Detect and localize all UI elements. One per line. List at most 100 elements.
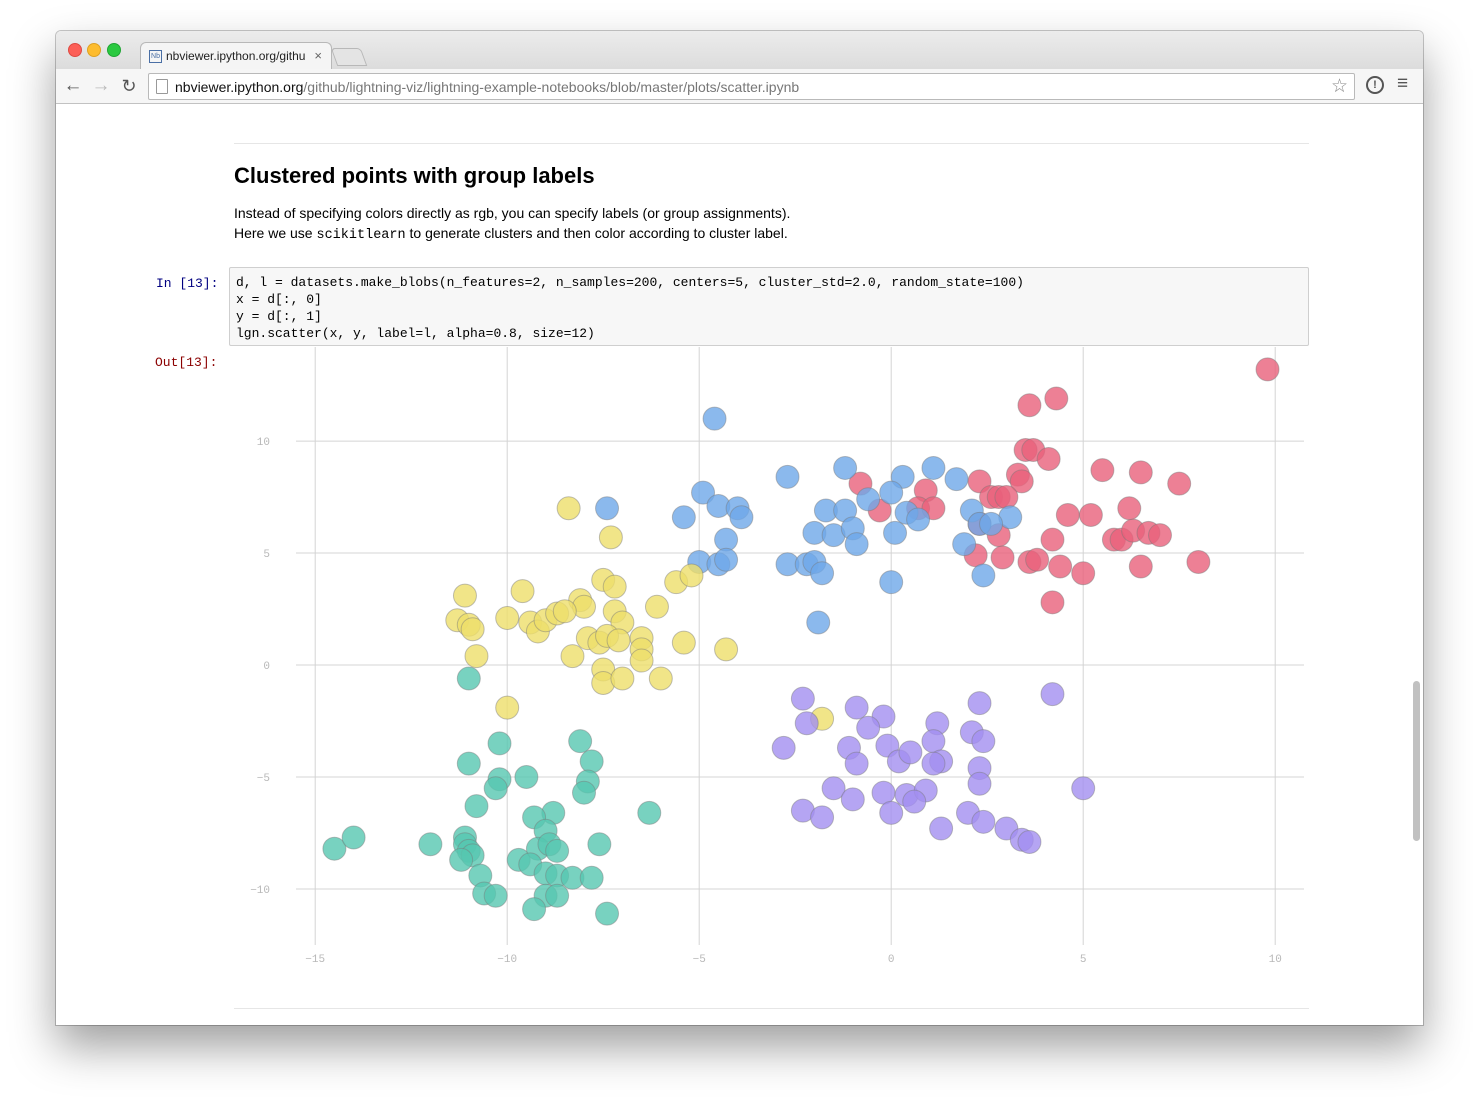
scatter-point[interactable] — [595, 901, 620, 926]
scatter-point[interactable] — [844, 532, 869, 557]
browser-tab[interactable]: Nb nbviewer.ipython.org/github/lightning… — [140, 42, 332, 70]
scatter-point[interactable] — [464, 644, 489, 669]
scatter-point[interactable] — [552, 599, 577, 624]
scatter-point[interactable] — [775, 464, 800, 489]
scatter-point[interactable] — [729, 505, 754, 530]
minimize-window-button[interactable] — [87, 43, 101, 57]
scatter-point[interactable] — [952, 532, 977, 557]
scatter-point[interactable] — [790, 686, 815, 711]
scatter-point[interactable] — [1167, 471, 1192, 496]
scatter-point[interactable] — [1040, 527, 1065, 552]
scatter-point[interactable] — [587, 832, 612, 857]
scatter-point[interactable] — [418, 832, 443, 857]
scatter-point[interactable] — [806, 610, 831, 635]
scatter-point[interactable] — [794, 711, 819, 736]
scatter-point[interactable] — [456, 666, 481, 691]
scatter-point[interactable] — [1148, 523, 1172, 548]
scatter-point[interactable] — [921, 729, 946, 754]
scatter-point[interactable] — [322, 836, 347, 861]
reload-icon[interactable]: ↻ — [121, 76, 137, 96]
scatter-point[interactable] — [545, 883, 570, 908]
scatter-point[interactable] — [844, 695, 869, 720]
scatter-point[interactable] — [871, 780, 896, 805]
scatter-point[interactable] — [637, 800, 662, 825]
url-text[interactable]: nbviewer.ipython.org/github/lightning-vi… — [175, 79, 800, 95]
scatter-point[interactable] — [495, 606, 520, 631]
scatter-point[interactable] — [714, 527, 739, 552]
scatter-point[interactable] — [452, 583, 477, 608]
scatter-point[interactable] — [810, 561, 835, 586]
scatter-point[interactable] — [514, 765, 539, 790]
menu-icon[interactable]: ≡ — [1397, 73, 1409, 94]
scatter-point[interactable] — [1048, 554, 1073, 579]
scatter-point[interactable] — [1128, 460, 1153, 485]
scatter-point[interactable] — [629, 648, 654, 673]
scatter-point[interactable] — [464, 794, 489, 819]
scatter-point[interactable] — [921, 751, 946, 776]
scatter-point[interactable] — [856, 487, 881, 512]
scatter-point[interactable] — [879, 800, 904, 825]
scatter-point[interactable] — [510, 579, 535, 604]
vertical-scrollbar[interactable] — [1413, 681, 1420, 841]
scatter-point[interactable] — [341, 825, 366, 850]
scatter-point[interactable] — [1044, 386, 1069, 411]
scatter-point[interactable] — [821, 776, 846, 801]
scatter-point[interactable] — [1017, 829, 1042, 854]
scatter-point[interactable] — [579, 749, 604, 774]
scatter-point[interactable] — [971, 809, 996, 834]
scatter-point[interactable] — [714, 637, 739, 662]
scatter-point[interactable] — [994, 485, 1019, 510]
scatter-point[interactable] — [495, 695, 520, 720]
scatter-point[interactable] — [487, 731, 512, 756]
scatter-point[interactable] — [810, 805, 835, 830]
scatter-point[interactable] — [898, 740, 923, 765]
scatter-point[interactable] — [921, 455, 946, 480]
forward-arrow-icon[interactable]: → — [91, 75, 111, 96]
scatter-point[interactable] — [1128, 554, 1153, 579]
scatter-point[interactable] — [522, 897, 547, 922]
scatter-plot[interactable]: −15 −10 −5 0 5 10 −10 −5 0 5 10 — [229, 347, 1311, 975]
scatter-point[interactable] — [883, 520, 908, 545]
scatter-point[interactable] — [833, 455, 858, 480]
scatter-point[interactable] — [929, 816, 954, 841]
new-tab-button[interactable] — [330, 48, 368, 66]
scatter-point[interactable] — [572, 780, 596, 805]
scatter-point[interactable] — [1055, 502, 1080, 527]
scatter-point[interactable] — [606, 628, 631, 653]
scatter-point[interactable] — [1036, 446, 1061, 471]
scatter-point[interactable] — [1090, 458, 1115, 483]
scatter-point[interactable] — [879, 480, 904, 505]
scatter-point[interactable] — [1009, 469, 1034, 494]
scatter-point[interactable] — [902, 789, 927, 814]
scatter-point[interactable] — [971, 729, 996, 754]
scatter-point[interactable] — [679, 563, 704, 588]
scatter-point[interactable] — [598, 525, 623, 550]
scatter-point[interactable] — [691, 480, 716, 505]
scatter-point[interactable] — [644, 594, 669, 619]
scatter-point[interactable] — [844, 751, 869, 776]
code-cell[interactable]: d, l = datasets.make_blobs(n_features=2,… — [229, 267, 1309, 346]
scatter-point[interactable] — [702, 406, 727, 431]
scatter-point[interactable] — [449, 847, 474, 872]
scatter-point[interactable] — [1071, 776, 1096, 801]
scatter-point[interactable] — [483, 883, 508, 908]
scatter-point[interactable] — [1117, 496, 1142, 521]
scatter-point[interactable] — [602, 574, 627, 599]
scatter-point[interactable] — [460, 617, 485, 642]
scatter-point[interactable] — [1040, 590, 1065, 615]
scatter-point[interactable] — [556, 496, 581, 521]
scatter-point[interactable] — [879, 570, 904, 595]
scatter-point[interactable] — [671, 505, 696, 530]
scatter-point[interactable] — [1071, 561, 1096, 586]
zoom-window-button[interactable] — [107, 43, 121, 57]
scatter-point[interactable] — [944, 467, 969, 492]
scatter-point[interactable] — [840, 787, 865, 812]
scatter-point[interactable] — [595, 496, 620, 521]
scatter-point[interactable] — [714, 547, 739, 572]
scatter-point[interactable] — [1025, 547, 1050, 572]
scatter-point[interactable] — [560, 644, 585, 669]
back-arrow-icon[interactable]: ← — [63, 75, 83, 96]
tab-close-icon[interactable]: × — [314, 48, 322, 63]
scatter-point[interactable] — [967, 771, 992, 796]
scatter-point[interactable] — [1078, 502, 1103, 527]
